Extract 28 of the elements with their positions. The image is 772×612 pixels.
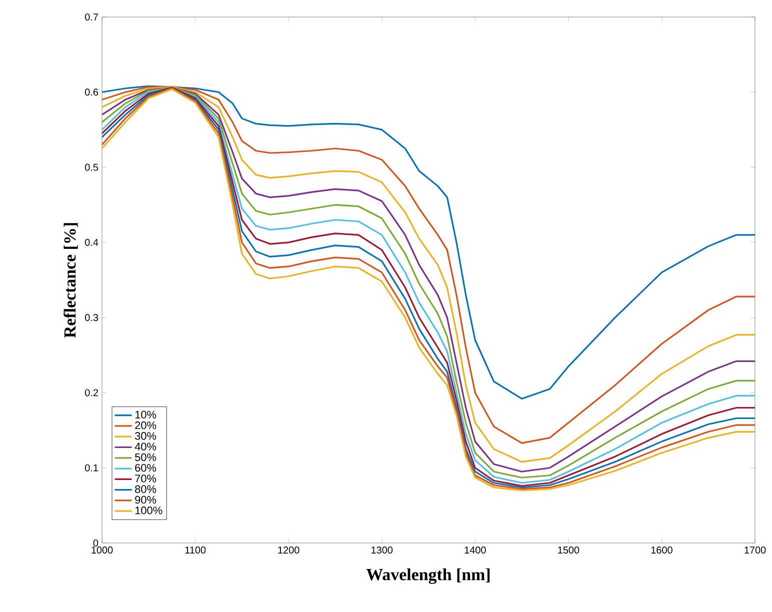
legend-label: 80% (135, 485, 156, 493)
legend-label: 10% (135, 410, 156, 419)
y-tick-label: 0.1 (85, 464, 98, 472)
x-axis-title: Wavelength [nm] (366, 568, 490, 584)
y-tick-label: 0.5 (85, 164, 98, 171)
x-tick-label: 1600 (651, 546, 672, 554)
legend-label: 50% (135, 453, 156, 462)
legend-label: 60% (135, 464, 156, 472)
legend-label: 100% (135, 506, 162, 514)
y-tick-label: 0.2 (85, 389, 98, 396)
y-tick-label: 0.4 (85, 238, 98, 246)
x-tick-label: 1300 (372, 546, 393, 554)
x-tick-label: 1700 (744, 546, 766, 554)
y-tick-label: 0.3 (85, 314, 98, 322)
legend-label: 90% (135, 496, 156, 504)
y-axis-title: Reflectance [%] (64, 223, 78, 338)
x-tick-label: 1100 (185, 546, 206, 554)
y-tick-label: 0.7 (85, 13, 98, 21)
legend-label: 30% (135, 432, 156, 440)
x-tick-label: 1500 (558, 546, 580, 554)
legend-label: 40% (134, 442, 156, 450)
y-tick-label: 0 (93, 539, 98, 547)
x-tick-label: 1000 (92, 546, 113, 554)
x-tick-label: 1400 (464, 546, 486, 554)
legend-label: 70% (135, 474, 156, 482)
legend-label: 20% (135, 421, 156, 430)
y-tick-label: 0.6 (85, 88, 98, 96)
x-tick-label: 1200 (278, 546, 300, 554)
